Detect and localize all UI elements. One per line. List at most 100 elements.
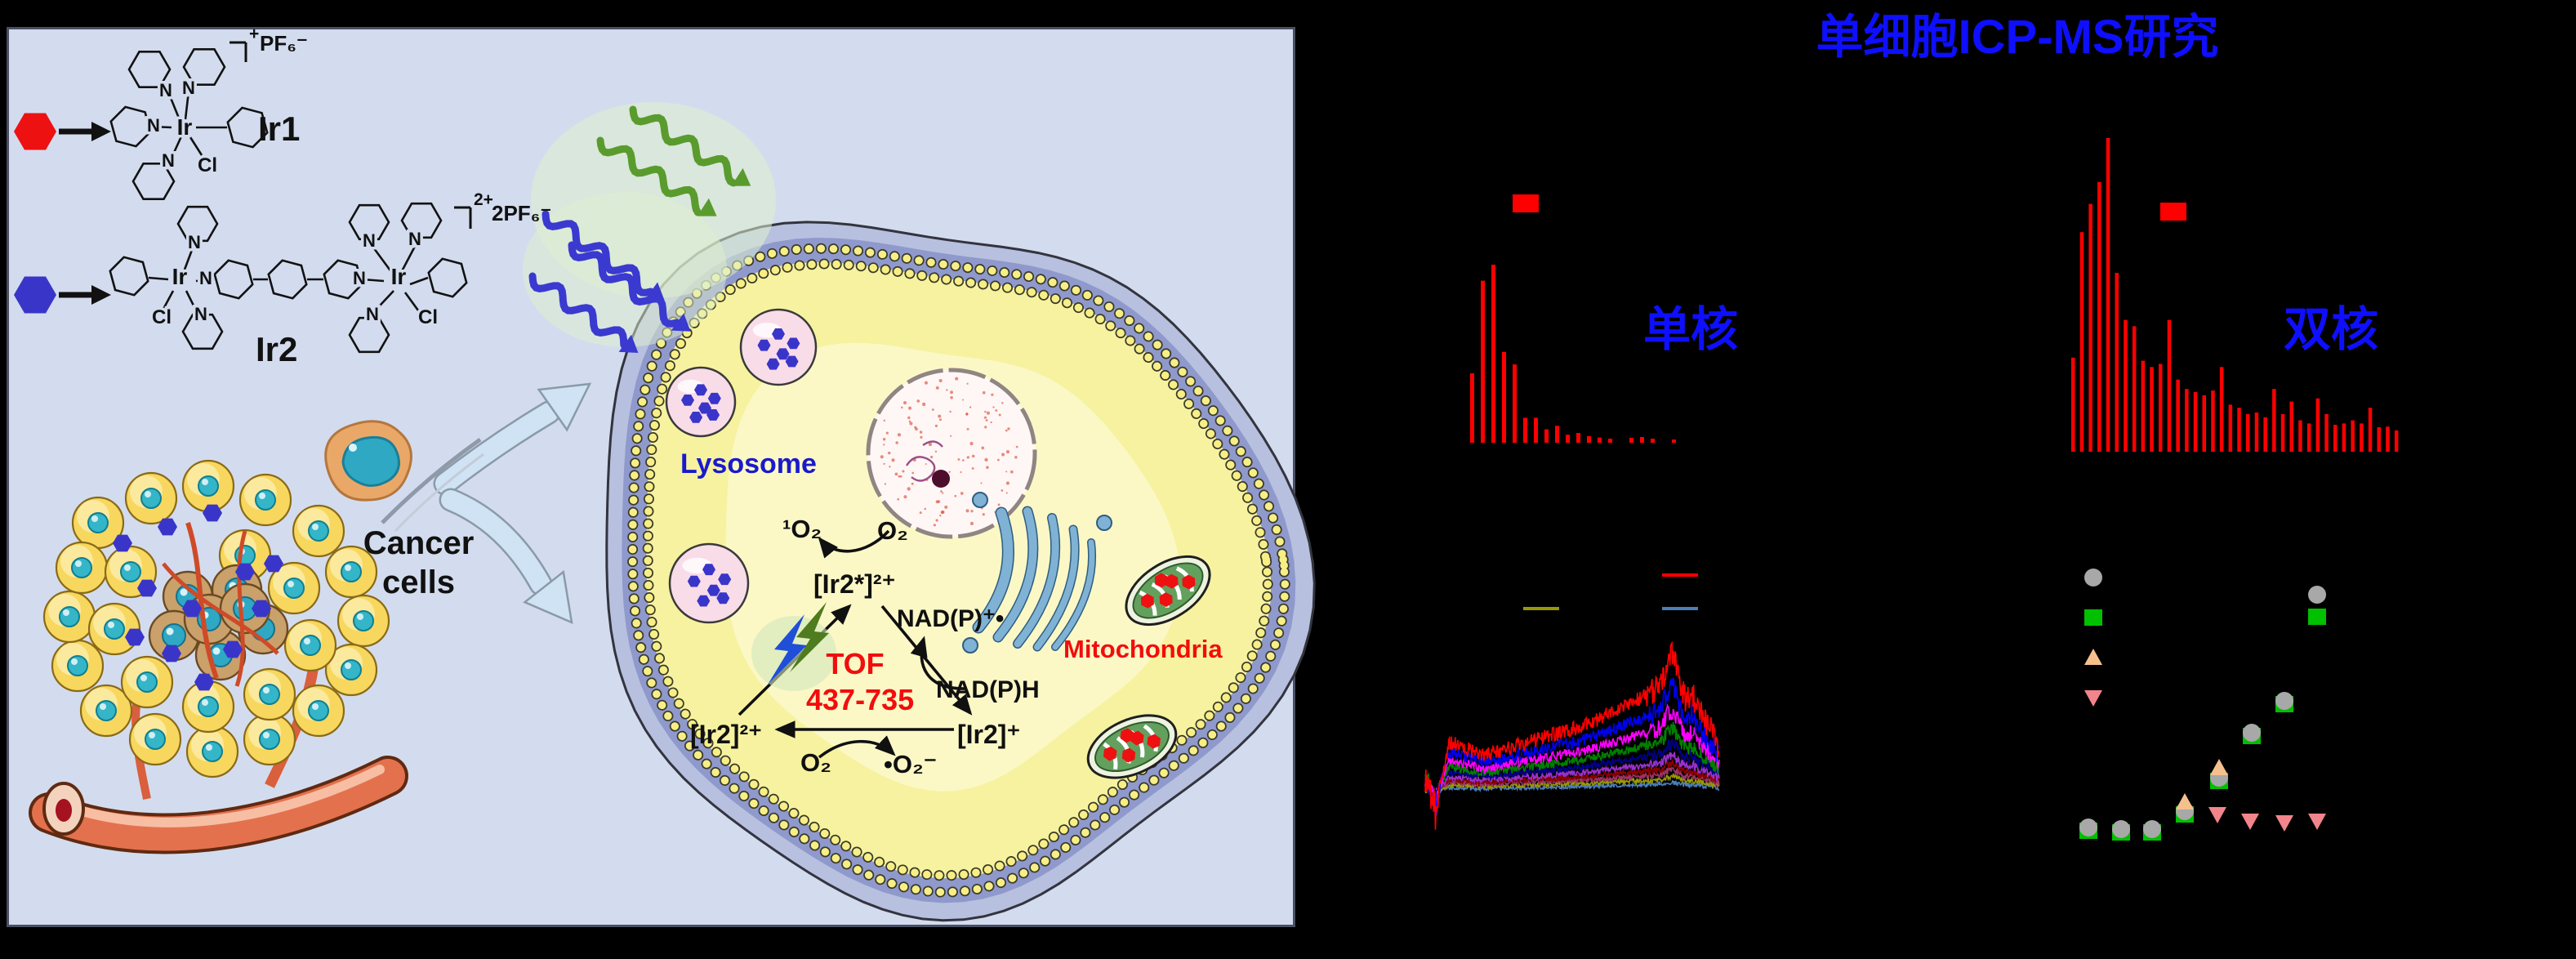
svg-text:N: N	[353, 268, 366, 288]
hist-bar	[2298, 420, 2302, 452]
hist-bar	[2315, 398, 2320, 452]
scatter-point	[2084, 569, 2102, 587]
hist-bar	[2211, 390, 2215, 452]
legend-swatch	[2160, 203, 2186, 221]
hist-bar	[2124, 319, 2128, 452]
hist-bar	[2280, 413, 2285, 452]
uptake-arrow	[537, 382, 592, 432]
hist-bar	[2219, 367, 2224, 452]
binuclear-label: 双核	[2284, 303, 2379, 356]
svg-text:N: N	[147, 115, 160, 136]
mitochondrion	[1086, 714, 1178, 779]
hist-bar	[2246, 413, 2250, 452]
scatter-point	[2241, 814, 2259, 830]
arrow-icon	[91, 122, 111, 141]
hist-bar	[2193, 392, 2198, 452]
scatter-point	[2210, 759, 2228, 775]
legend-swatch	[1513, 194, 1539, 212]
svg-text:N: N	[408, 229, 421, 249]
compound-marker-arrows	[14, 113, 111, 314]
compound2-probe-hexagon	[162, 645, 181, 662]
mononuclear-label: 单核	[1643, 303, 1739, 356]
hist-bar	[2097, 181, 2101, 453]
hist-bar	[2377, 427, 2381, 452]
tof-range: 437-735	[806, 683, 915, 716]
scatter-point	[2208, 807, 2226, 823]
hist-bar	[2088, 203, 2092, 452]
compound2-name: Ir2	[256, 330, 298, 368]
uptake-trace	[1424, 703, 1720, 809]
hist-bar	[2115, 273, 2119, 452]
uptake-arrow	[523, 569, 573, 625]
hist-bar	[1555, 426, 1559, 443]
svg-text:Ir: Ir	[172, 264, 188, 289]
hist-bar	[1566, 435, 1570, 443]
compound2-probe-hexagon	[264, 555, 283, 573]
svg-text:N: N	[162, 150, 175, 171]
scatter-point	[2243, 724, 2261, 742]
svg-text:Cl: Cl	[198, 154, 217, 176]
lysosome-label: Lysosome	[680, 448, 817, 480]
svg-text:N: N	[182, 78, 195, 98]
compound-marker-hexagon	[14, 276, 56, 314]
cycle-arrow	[880, 604, 973, 716]
hist-bar	[1587, 435, 1591, 443]
mitochondria-label: Mitochondria	[1063, 635, 1223, 663]
singlet-oxygen-label: ¹O₂	[782, 515, 822, 543]
cycle-arrow	[818, 529, 890, 559]
light-wave-arrow	[629, 105, 738, 187]
compound2-probe-hexagon	[182, 600, 202, 618]
hist-bar	[2159, 364, 2163, 452]
svg-text:Cl: Cl	[152, 306, 172, 328]
hist-bar	[1481, 280, 1485, 443]
hist-bar	[1523, 417, 1527, 443]
compound2-charge: 2+	[474, 190, 493, 209]
scatter-point	[2084, 609, 2102, 626]
hist-bar	[2368, 408, 2373, 452]
svg-text:N: N	[363, 230, 376, 251]
uptake-trace	[1424, 721, 1720, 803]
scatter-point	[2079, 818, 2097, 836]
hist-bar	[2333, 425, 2338, 452]
compound2-probe-hexagon	[203, 504, 222, 522]
cycle-arrow	[818, 735, 896, 759]
arrow-icon	[91, 285, 111, 305]
hist-bar	[1470, 373, 1474, 443]
scatter-point	[2308, 586, 2326, 604]
lightning-icon	[768, 614, 807, 685]
scatter-point	[2308, 609, 2326, 625]
light-wave-arrow	[596, 136, 702, 216]
cancer-cells-label-line2: cells	[382, 564, 455, 600]
compound2-probe-hexagon	[252, 600, 271, 618]
hist-bar	[2360, 423, 2364, 452]
hist-bar	[2386, 426, 2390, 452]
hist-bar	[1544, 429, 1549, 443]
hist-bar	[2228, 404, 2233, 452]
cycle-arrow	[910, 636, 966, 690]
sampling-probe	[381, 437, 482, 524]
dose-response-scatter-chart	[2079, 569, 2326, 841]
hist-bar	[1651, 439, 1655, 443]
svg-text:Ir: Ir	[177, 114, 193, 140]
light-wave-arrow	[568, 241, 681, 328]
oxygen-top-label: O₂	[877, 516, 908, 545]
excited-state-label: [Ir2*]²⁺	[813, 569, 896, 599]
compound2-probe-hexagon	[223, 640, 243, 658]
hist-bar	[2254, 413, 2259, 452]
hist-bar	[2150, 367, 2154, 452]
scatter-point	[2143, 820, 2161, 838]
compound2-probe-hexagon	[137, 579, 157, 597]
hist-bar	[1576, 433, 1580, 443]
hist-bar	[2306, 423, 2311, 452]
svg-text:Ir: Ir	[391, 264, 407, 289]
uptake-trace	[1424, 677, 1720, 816]
svg-text:N: N	[199, 268, 212, 288]
lightning-icon	[790, 602, 829, 672]
hist-bar	[2351, 420, 2355, 452]
svg-text:Cl: Cl	[418, 306, 438, 328]
tof-label: TOF	[826, 647, 885, 680]
hist-bar	[2185, 389, 2189, 452]
hist-bar	[1672, 439, 1676, 443]
uptake-trace	[1424, 738, 1720, 801]
